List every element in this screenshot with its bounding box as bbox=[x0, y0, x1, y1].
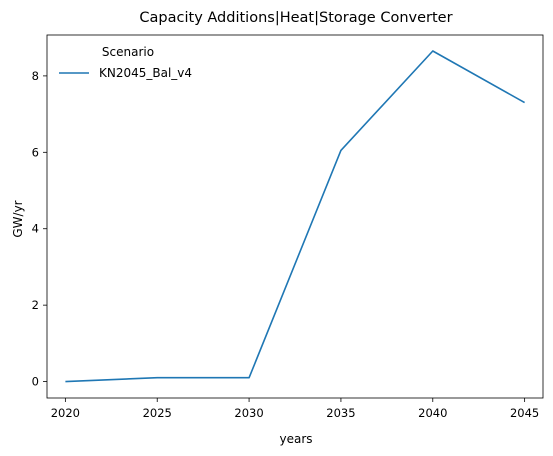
legend: Scenario KN2045_Bal_v4 bbox=[59, 45, 192, 80]
x-tick-label: 2025 bbox=[143, 406, 172, 420]
y-axis-label: GW/yr bbox=[11, 200, 25, 237]
x-tick-label: 2045 bbox=[510, 406, 539, 420]
legend-entry-label: KN2045_Bal_v4 bbox=[99, 66, 192, 80]
x-tick-label: 2040 bbox=[418, 406, 447, 420]
plot-frame bbox=[46, 34, 544, 399]
chart-title: Capacity Additions|Heat|Storage Converte… bbox=[139, 10, 452, 26]
x-axis-label: years bbox=[279, 432, 312, 446]
y-tick-label: 0 bbox=[32, 375, 39, 389]
legend-title: Scenario bbox=[102, 45, 154, 59]
x-tick-label: 2035 bbox=[326, 406, 355, 420]
series-line bbox=[65, 50, 525, 383]
plot-area: 2020 2025 2030 2035 2040 2045 0 2 4 6 8 bbox=[32, 34, 544, 420]
y-tick-label: 4 bbox=[32, 222, 39, 236]
x-tick-label: 2020 bbox=[51, 406, 80, 420]
x-tick-label: 2030 bbox=[234, 406, 263, 420]
y-tick-label: 6 bbox=[32, 145, 39, 159]
y-tick-label: 2 bbox=[32, 298, 39, 312]
y-tick-label: 8 bbox=[32, 69, 39, 83]
